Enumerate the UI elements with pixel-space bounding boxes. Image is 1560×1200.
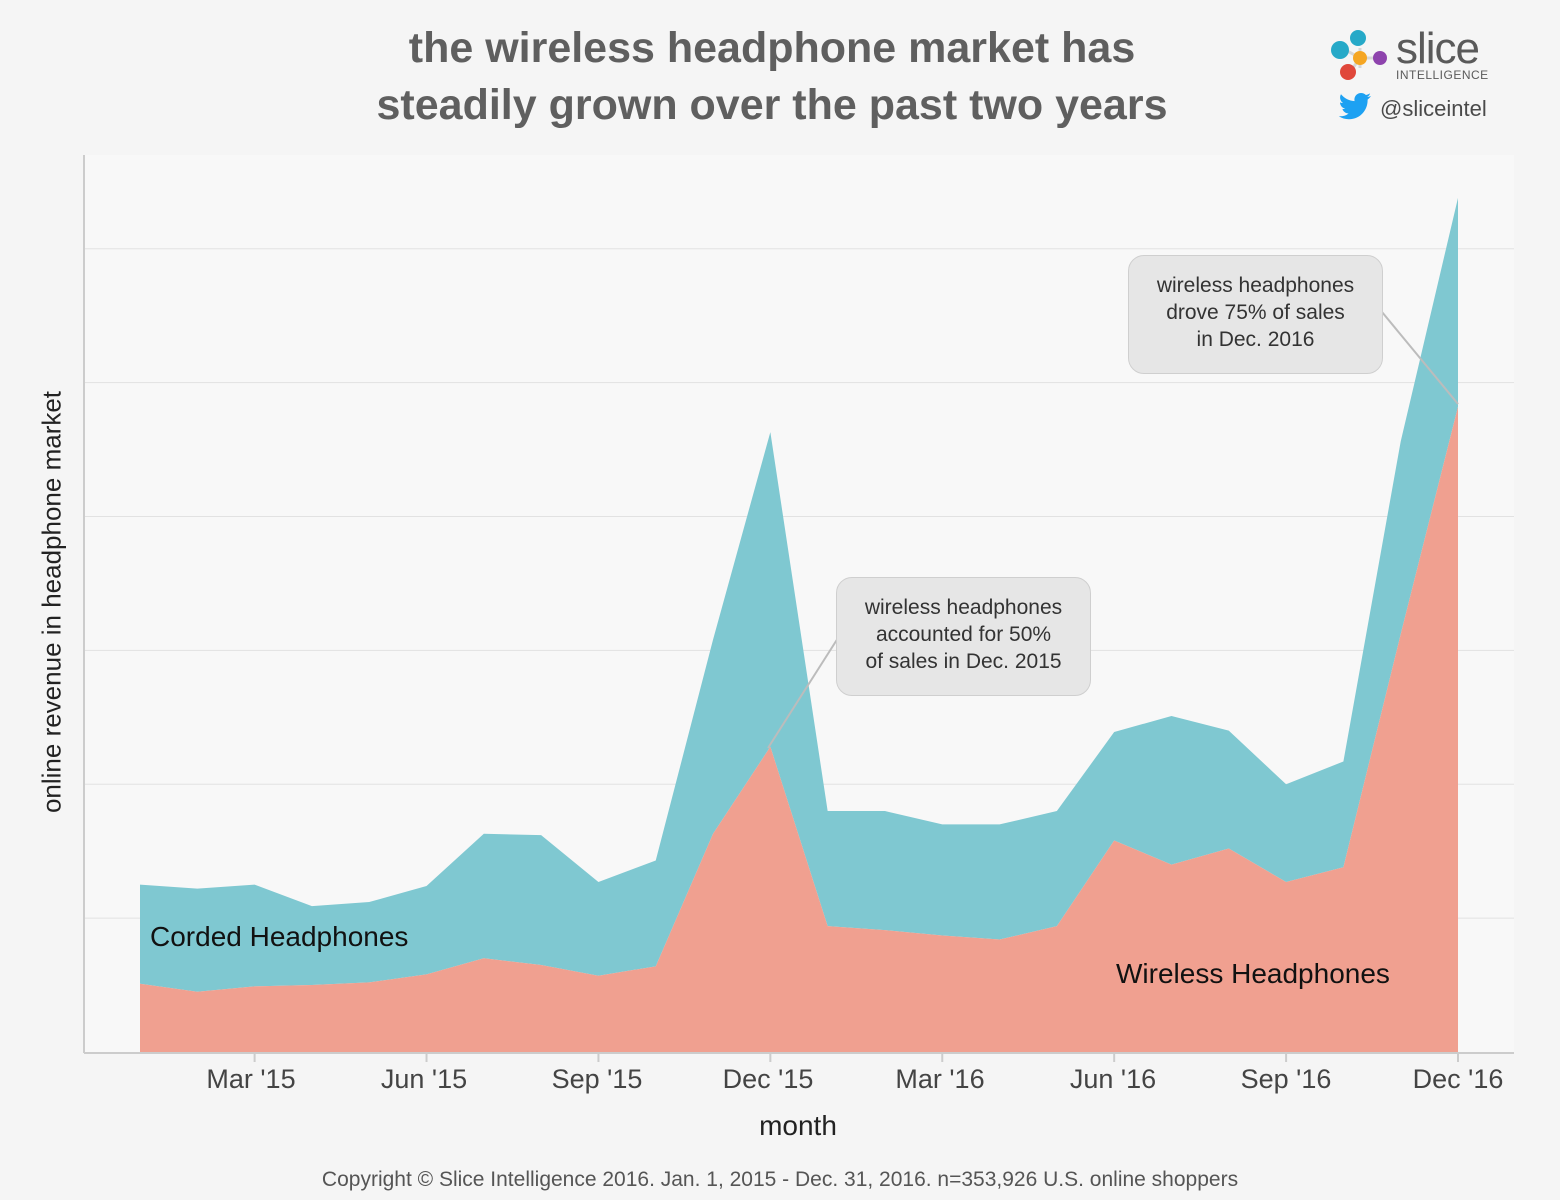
x-tick-label: Mar '15 [206, 1064, 296, 1094]
callout-line: drove 75% of sales [1166, 301, 1345, 324]
chart-title: the wireless headphone market has steadi… [300, 20, 1244, 134]
callout-line: accounted for 50% [875, 623, 1052, 646]
callout-dec-2016: wireless headphones drove 75% of sales i… [1128, 255, 1383, 374]
twitter-handle[interactable]: @sliceintel [1380, 96, 1487, 121]
brand-subtitle: INTELLIGENCE [1396, 68, 1489, 82]
x-axis-title: month [759, 1110, 837, 1141]
copyright-footer: Copyright © Slice Intelligence 2016. Jan… [321, 1168, 1239, 1191]
callout-line: in Dec. 2016 [1196, 328, 1315, 351]
x-axis-ticks [253, 1052, 1459, 1062]
brand-name: slice [1396, 24, 1480, 73]
callout-line: wireless headphones [864, 596, 1063, 619]
title-line-2: steadily grown over the past two years [376, 81, 1168, 129]
callout-connector-2016 [1381, 311, 1459, 405]
x-tick-label: Sep '15 [551, 1064, 643, 1094]
brand-block: slice INTELLIGENCE @sliceintel [1328, 24, 1528, 126]
x-tick-label: Jun '15 [380, 1064, 468, 1094]
twitter-bird-icon [1338, 93, 1371, 120]
x-tick-label: Jun '16 [1069, 1064, 1157, 1094]
corded-area [140, 197, 1458, 992]
callout-line: of sales in Dec. 2015 [865, 650, 1062, 673]
callout-line: wireless headphones [1156, 274, 1355, 297]
callout-connector-2015 [767, 637, 839, 749]
callout-dec-2015: wireless headphones accounted for 50% of… [836, 577, 1091, 696]
x-tick-label: Dec '16 [1412, 1064, 1504, 1094]
title-line-1: the wireless headphone market has [408, 24, 1136, 72]
x-tick-label: Mar '16 [895, 1064, 985, 1094]
y-axis-title: online revenue in headphone market [36, 390, 67, 814]
wireless-area [140, 406, 1458, 1052]
series-label-wireless: Wireless Headphones [1116, 958, 1390, 989]
slice-logo-icon [1331, 30, 1387, 80]
x-tick-label: Sep '16 [1240, 1064, 1332, 1094]
series-label-corded: Corded Headphones [150, 921, 409, 952]
x-tick-label: Dec '15 [722, 1064, 814, 1094]
